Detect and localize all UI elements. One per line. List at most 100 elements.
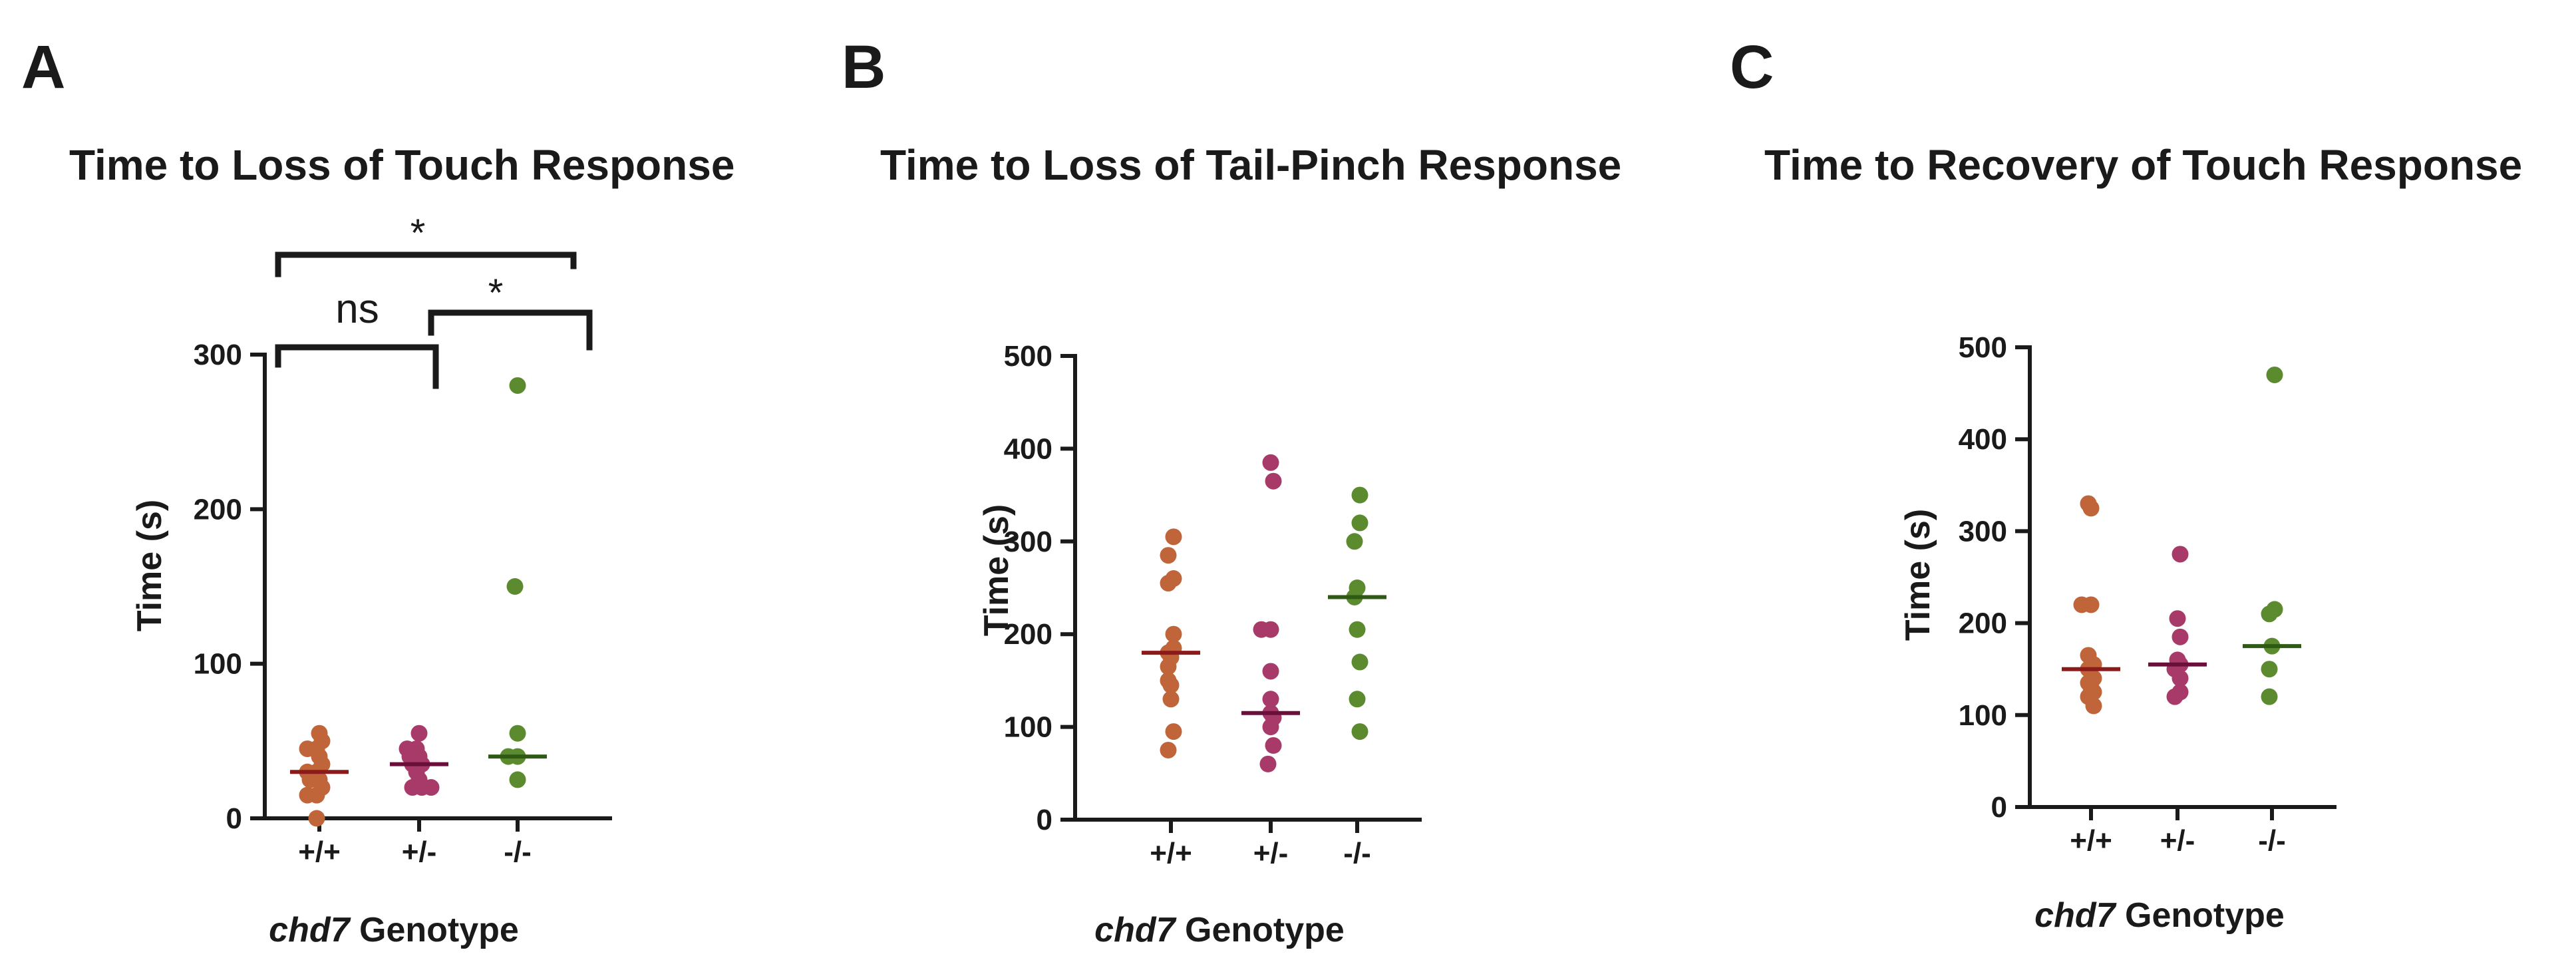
panel-letter: C [1730,33,1774,101]
panel-letter: B [842,33,886,101]
data-point [299,786,316,804]
data-point [2261,688,2278,705]
data-point [1262,454,1279,471]
data-point [1162,691,1180,708]
data-point [1165,528,1182,546]
x-tick-label: -/- [504,836,532,868]
chart-title: Time to Recovery of Touch Response [1764,141,2522,189]
y-tick-label: 0 [1991,791,2007,824]
panel-c: C Time to Recovery of Touch Response Tim… [1730,33,2522,935]
x-tick-label: +/- [2160,824,2195,857]
x-axis-title: chd7 Genotype [2034,896,2285,935]
comparison-label-wt-mut: * [410,212,426,255]
y-tick-label: 0 [226,802,242,835]
y-tick-label: 100 [194,648,242,681]
x-axis-title-gene: chd7 [1094,911,1176,949]
data-point [509,377,526,394]
y-tick-label: 200 [1004,618,1052,651]
chart-title: Time to Loss of Touch Response [69,141,734,189]
data-point [2169,610,2186,627]
y-tick-label: 200 [1959,607,2007,640]
y-tick-label: 300 [1959,515,2007,548]
data-point [2172,628,2189,645]
data-point [2166,688,2183,705]
x-tick-label: -/- [2258,824,2286,857]
data-point [2073,596,2090,613]
x-tick-label: -/- [1343,837,1371,870]
data-point [1162,677,1180,694]
data-point [2172,670,2189,687]
data-point [506,578,524,595]
x-axis-title-rest: Genotype [2116,896,2285,935]
data-point [1262,719,1279,736]
x-tick-label: +/- [402,836,437,868]
y-tick-label: 100 [1004,711,1052,744]
x-tick-label: +/+ [2070,824,2112,857]
data-point [2085,697,2102,715]
data-point [2172,546,2189,563]
y-axis-title: Time (s) [130,500,169,631]
x-axis-title-rest: Genotype [350,911,519,949]
data-point [509,771,526,788]
data-point [1160,658,1177,675]
y-axis-title: Time (s) [1899,509,1937,641]
data-point [401,748,418,765]
panel-b: B Time to Loss of Tail-Pinch Response Ti… [842,33,1621,949]
x-axis-title-gene: chd7 [269,911,351,949]
data-point [1351,486,1368,504]
data-point [509,725,526,742]
y-tick-label: 500 [1004,340,1052,373]
x-axis-title: chd7 Genotype [1094,911,1345,949]
data-point [1265,736,1282,754]
data-point [1262,691,1279,708]
y-tick-label: 400 [1004,432,1052,465]
data-point [422,779,440,796]
x-axis-title-rest: Genotype [1176,911,1345,949]
data-point [2261,605,2278,623]
x-axis-title-gene: chd7 [2034,896,2116,935]
comparison-bracket-wt-het [275,344,439,389]
x-tick-label: +/+ [298,836,341,868]
x-tick-label: +/- [1253,837,1289,870]
data-point [1349,621,1366,638]
data-point [1160,547,1177,564]
x-tick-label: +/+ [1150,837,1192,870]
comparison-label-het-mut: * [488,271,504,315]
data-point [1351,514,1368,532]
data-point [1165,625,1182,643]
data-point [1253,621,1270,638]
comparison-label-wt-het: ns [335,286,379,332]
data-point [1346,533,1363,550]
data-point [1351,653,1368,671]
y-tick-label: 0 [1037,804,1052,836]
data-point [1160,575,1177,592]
y-tick-label: 500 [1959,331,2007,364]
data-point [299,740,316,757]
data-point [2266,366,2283,383]
panel-letter: A [21,33,65,101]
x-axis-title: chd7 Genotype [269,911,519,949]
data-point [1262,663,1279,680]
data-point [404,779,421,796]
comparison-bracket-het-mut [428,309,593,351]
data-point [1351,723,1368,740]
data-point [1259,755,1277,772]
comparison-bracket-wt-mut [275,251,577,277]
data-point [301,771,319,788]
chart-title: Time to Loss of Tail-Pinch Response [880,141,1621,189]
data-point [1165,723,1182,740]
panel-a: A Time to Loss of Touch Response Time (s… [21,33,734,949]
y-tick-label: 300 [194,339,242,371]
y-tick-label: 100 [1959,699,2007,732]
data-point [1160,741,1177,758]
y-tick-label: 400 [1959,423,2007,456]
y-axis-title: Time (s) [977,504,1016,636]
y-tick-label: 200 [194,493,242,526]
data-point [2261,661,2278,678]
data-point [2082,500,2100,517]
data-point [308,810,325,827]
data-point [1265,472,1282,490]
data-point [1349,691,1366,708]
data-point [410,725,428,742]
